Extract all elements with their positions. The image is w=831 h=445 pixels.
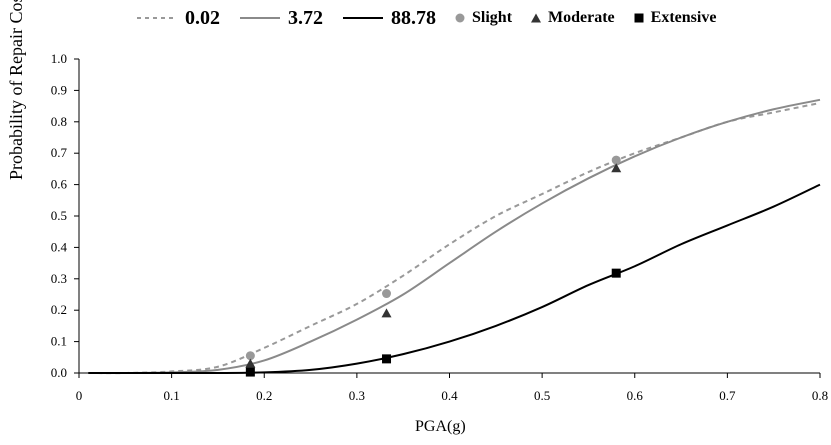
x-tick-label: 0.2	[256, 388, 272, 403]
marker-slight	[382, 289, 392, 299]
legend-item-series-1: 0.02	[135, 7, 220, 30]
legend-label-series-2: 3.72	[288, 6, 323, 29]
black-line-swatch-icon	[343, 17, 383, 19]
x-tick-label: 0.6	[627, 388, 644, 403]
y-tick-label: 1.0	[51, 51, 67, 66]
axes-group: 0 0.1 0.2 0.3 0.4 0.5 0.6 0.7 0.8 0.0 0.1 0.2 0.3 0.4…	[51, 51, 828, 403]
x-tick-label: 0.8	[812, 388, 828, 403]
square-marker-icon	[634, 13, 644, 23]
y-tick-label: 0.7	[51, 145, 68, 160]
marker-moderate	[381, 308, 392, 318]
marker-slight	[611, 155, 621, 165]
marker-moderate	[611, 163, 622, 173]
triangle-marker-icon	[531, 13, 542, 23]
legend-item-slight: Slight	[454, 9, 512, 27]
curves-group	[88, 98, 821, 375]
y-tick-label: 0.6	[51, 177, 68, 192]
x-tick-label: 0.3	[349, 388, 365, 403]
x-tick-label: 0.4	[441, 388, 458, 403]
y-tick-label: 0.8	[51, 114, 67, 129]
y-tick-label: 0.5	[51, 208, 67, 223]
markers-group	[245, 155, 622, 377]
marker-extensive	[611, 268, 621, 278]
series-line-1	[88, 101, 821, 375]
x-tick-label: 0	[76, 388, 83, 403]
legend-label-series-1: 0.02	[185, 6, 220, 29]
gray-line-swatch-icon	[240, 17, 280, 19]
legend-item-series-2: 3.72	[238, 7, 323, 30]
y-tick-label: 0.0	[51, 365, 67, 380]
legend-label-slight: Slight	[472, 9, 513, 26]
y-tick-label: 0.9	[51, 82, 67, 97]
legend-item-moderate: Moderate	[530, 9, 615, 27]
y-tick-label: 0.1	[51, 334, 67, 349]
legend-label-extensive: Extensive	[650, 9, 717, 26]
circle-marker-icon	[455, 13, 465, 23]
x-tick-label: 0.5	[534, 388, 550, 403]
marker-extensive	[382, 354, 392, 364]
marker-moderate	[245, 358, 256, 368]
x-tick-label: 0.7	[719, 388, 736, 403]
series-line-3	[88, 183, 821, 375]
x-tick-label: 0.1	[164, 388, 180, 403]
legend-item-extensive: Extensive	[633, 9, 717, 27]
y-axis-label: Probability of Repair Cost	[6, 0, 26, 180]
y-tick-label: 0.4	[51, 239, 68, 254]
x-axis-label: PGA(g)	[415, 418, 466, 435]
y-tick-label: 0.2	[51, 302, 67, 317]
marker-extensive	[245, 367, 255, 377]
legend-label-moderate: Moderate	[548, 9, 615, 26]
series-line-2	[88, 98, 821, 375]
legend-label-series-3: 88.78	[391, 6, 436, 29]
marker-slight	[245, 351, 255, 361]
chart-legend: 0.02 3.72 88.78 Slight Moderate Extensiv…	[135, 6, 734, 30]
y-tick-label: 0.3	[51, 271, 67, 286]
legend-item-series-3: 88.78	[341, 7, 436, 30]
dashed-line-swatch-icon	[137, 17, 177, 19]
